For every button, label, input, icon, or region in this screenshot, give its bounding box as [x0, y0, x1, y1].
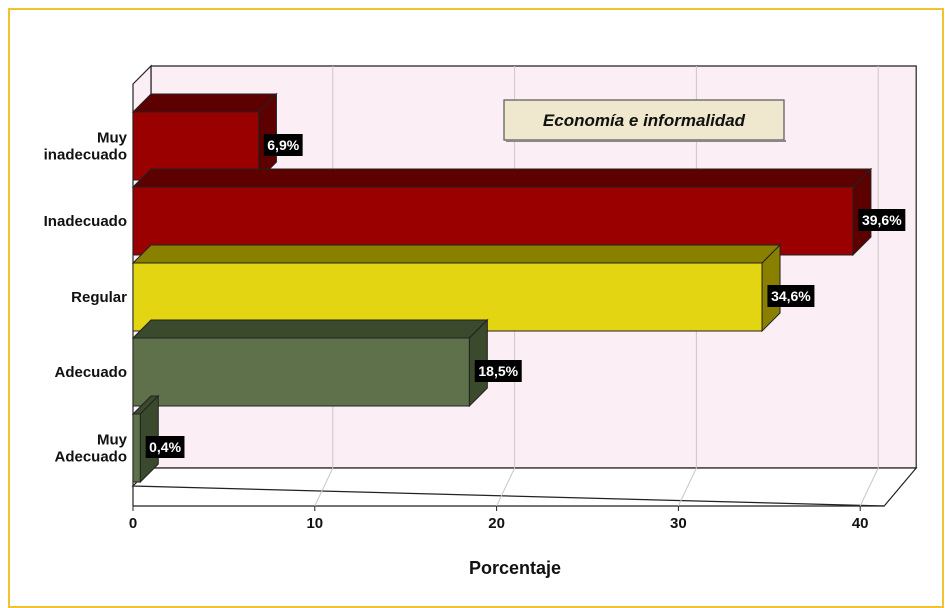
bar-group: 0,4% — [131, 394, 185, 484]
data-label-text: 18,5% — [478, 363, 518, 379]
x-tick-label: 0 — [129, 515, 137, 532]
x-axis-title: Porcentaje — [469, 558, 561, 578]
bar-top-face — [131, 93, 278, 113]
bar — [132, 337, 470, 407]
legend-box-text: Economía e informalidad — [543, 111, 746, 130]
data-label-bg — [858, 209, 906, 231]
data-label: 6,9% — [263, 134, 303, 156]
data-label-text: 34,6% — [771, 288, 811, 304]
data-label-bg — [767, 285, 815, 307]
data-label-text: 0,4% — [149, 439, 181, 455]
bar-group: 39,6% — [131, 167, 906, 257]
x-tick-label: 40 — [852, 515, 869, 532]
legend-box-background — [503, 99, 785, 141]
data-label-bg — [474, 360, 522, 382]
data-label-bg — [263, 134, 303, 156]
gridline-floor-10 — [314, 467, 334, 507]
data-label-text: 6,9% — [267, 137, 299, 153]
data-label-bg — [145, 436, 185, 458]
x-tick-label: 20 — [488, 515, 505, 532]
x-tick-label: 30 — [670, 515, 687, 532]
data-label: 18,5% — [474, 360, 522, 382]
data-label-text: 39,6% — [862, 212, 902, 228]
bar-group: 34,6% — [131, 243, 815, 333]
category-label: Regular — [71, 289, 127, 306]
data-label: 39,6% — [858, 209, 906, 231]
category-label: Muy inadecuado — [44, 130, 128, 164]
bar-top-face — [131, 168, 873, 188]
category-label: Muy Adecuado — [54, 432, 127, 466]
gridline-floor-30 — [677, 467, 697, 507]
data-label: 0,4% — [145, 436, 185, 458]
bar — [132, 413, 141, 483]
bar-top-face — [131, 319, 489, 339]
plot-floor — [131, 467, 918, 507]
category-label: Adecuado — [54, 364, 127, 381]
gridline-floor-20 — [496, 467, 516, 507]
bar-chart: 0 10 20 30 40 Porcentaje Economía e informalid… — [44, 64, 918, 578]
data-label: 34,6% — [767, 285, 815, 307]
x-tick-label: 10 — [306, 515, 323, 532]
category-label: Inadecuado — [44, 213, 127, 230]
gridline-floor-40 — [859, 467, 879, 507]
bar-group: 18,5% — [131, 318, 522, 408]
bar-top-face — [131, 244, 782, 264]
legend-box: Economía e informalidad — [503, 99, 786, 142]
